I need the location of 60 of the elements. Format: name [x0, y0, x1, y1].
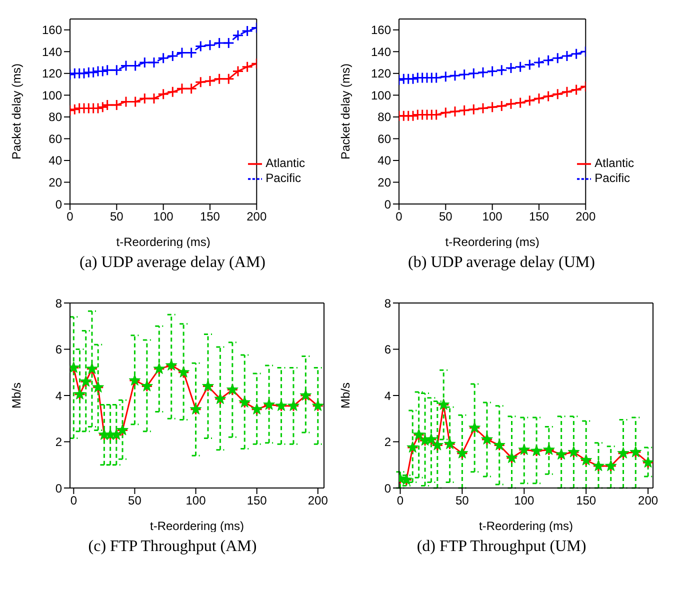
x-tick-label: 200 — [308, 494, 328, 508]
x-tick-label: 200 — [638, 494, 658, 508]
text: (a) UDP average delay (AM) — [80, 254, 266, 272]
x-tick-label: 150 — [528, 210, 550, 224]
text: (d) FTP Throughput (UM) — [416, 538, 586, 556]
x-tick-label: 100 — [153, 210, 174, 224]
y-tick-label: 140 — [370, 44, 392, 59]
x-tick-label: 100 — [482, 210, 503, 224]
y-tick-label: 40 — [378, 154, 392, 168]
y-tick-label: 0 — [384, 481, 392, 496]
y-axis-title: Mb/s — [9, 382, 24, 409]
y-tick-label: 0 — [55, 481, 62, 496]
x-tick-label: 200 — [246, 210, 267, 224]
y-tick-label: 140 — [42, 44, 62, 59]
x-tick-label: 50 — [438, 210, 453, 224]
x-tick-label: 200 — [576, 210, 596, 224]
y-tick-label: 20 — [378, 175, 392, 190]
y-tick-label: 40 — [48, 154, 62, 168]
y-tick-label: 6 — [384, 342, 392, 357]
y-axis-title: Packet delay (ms) — [338, 63, 352, 160]
y-tick-label: 120 — [370, 66, 392, 81]
y-tick-label: 80 — [378, 110, 392, 124]
legend-label: Atlantic — [266, 156, 305, 170]
x-tick-label: 50 — [110, 210, 124, 224]
x-tick-label: 150 — [200, 210, 220, 224]
x-tick-label: 150 — [246, 494, 268, 508]
y-tick-label: 120 — [42, 66, 62, 81]
y-tick-label: 80 — [48, 110, 62, 124]
x-tick-label: 0 — [396, 494, 404, 508]
x-tick-label: 0 — [70, 494, 78, 508]
y-tick-label: 0 — [384, 197, 392, 212]
y-axis-title: Mb/s — [338, 382, 352, 409]
y-tick-label: 20 — [48, 175, 62, 190]
y-tick-label: 6 — [55, 342, 62, 357]
y-tick-label: 4 — [55, 388, 62, 403]
text: (c) FTP Throughput (AM) — [88, 538, 257, 556]
y-tick-label: 0 — [55, 197, 62, 212]
y-tick-label: 160 — [370, 23, 392, 38]
y-tick-label: 4 — [384, 388, 392, 403]
y-tick-label: 60 — [378, 132, 392, 146]
x-tick-label: 150 — [576, 494, 596, 508]
y-tick-label: 2 — [55, 435, 62, 450]
y-tick-label: 8 — [384, 296, 392, 310]
y-tick-label: 100 — [370, 88, 392, 102]
legend-label: Atlantic — [594, 156, 634, 170]
y-tick-label: 2 — [384, 435, 392, 450]
x-tick-label: 50 — [128, 494, 142, 508]
x-tick-label: 0 — [66, 210, 74, 224]
x-tick-label: 100 — [186, 494, 206, 508]
y-tick-label: 60 — [48, 132, 62, 146]
x-tick-label: 100 — [514, 494, 534, 508]
x-tick-label: 50 — [456, 494, 470, 508]
text: (b) UDP average delay (UM) — [408, 254, 595, 272]
legend-label: Pacific — [266, 171, 301, 186]
y-tick-label: 160 — [42, 23, 62, 38]
legend-label: Pacific — [594, 171, 630, 186]
y-tick-label: 8 — [55, 296, 62, 310]
x-tick-label: 0 — [396, 210, 403, 224]
y-axis-title: Packet delay (ms) — [9, 63, 24, 160]
y-tick-label: 100 — [42, 88, 62, 102]
